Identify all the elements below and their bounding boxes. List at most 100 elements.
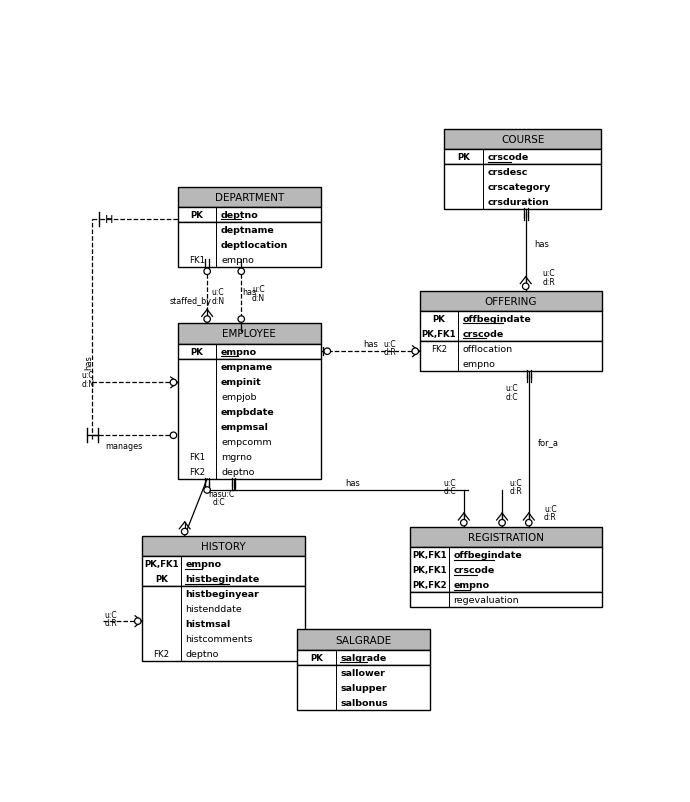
Text: PK,FK1: PK,FK1 [412, 565, 447, 575]
Text: d:C: d:C [213, 498, 225, 507]
Text: PK: PK [433, 314, 445, 323]
Text: FK2: FK2 [153, 650, 170, 658]
Text: u:C: u:C [105, 610, 117, 619]
Text: deptno: deptno [221, 211, 259, 220]
Text: offbegindate: offbegindate [453, 551, 522, 560]
Circle shape [412, 349, 419, 355]
Text: histcomments: histcomments [186, 634, 253, 643]
Text: REGISTRATION: REGISTRATION [468, 533, 544, 542]
Text: has: has [242, 287, 256, 297]
Circle shape [135, 618, 141, 625]
Text: salgrade: salgrade [340, 653, 386, 662]
Text: u:C: u:C [384, 339, 396, 349]
Bar [178, 359, 321, 480]
Text: d:N: d:N [252, 294, 265, 302]
Text: u:C: u:C [212, 288, 224, 297]
Text: manages: manages [106, 441, 143, 450]
Text: FK2: FK2 [431, 345, 447, 354]
Circle shape [204, 487, 210, 493]
Text: OFFERING: OFFERING [484, 297, 537, 306]
Text: PK,FK1: PK,FK1 [144, 560, 179, 569]
Circle shape [238, 269, 244, 275]
Text: deptno: deptno [221, 468, 255, 476]
Text: crscode: crscode [453, 565, 495, 575]
Circle shape [324, 349, 331, 355]
Text: empcomm: empcomm [221, 437, 272, 446]
Text: H: H [105, 214, 113, 225]
Text: empinit: empinit [221, 377, 262, 387]
Text: empno: empno [463, 359, 496, 369]
Text: u:C: u:C [252, 285, 264, 294]
Text: d:R: d:R [542, 277, 555, 286]
Circle shape [460, 520, 467, 526]
Text: empmsal: empmsal [221, 422, 269, 431]
Text: offlocation: offlocation [463, 345, 513, 354]
Text: PK,FK1: PK,FK1 [422, 330, 456, 338]
Bar [420, 311, 602, 342]
Text: d:N: d:N [211, 296, 224, 306]
Text: u:C: u:C [544, 504, 557, 513]
Text: FK1: FK1 [189, 452, 205, 461]
Text: deptno: deptno [186, 650, 219, 658]
Text: d:N: d:N [81, 379, 95, 388]
Text: has: has [363, 339, 377, 349]
Circle shape [181, 529, 188, 535]
Circle shape [170, 379, 177, 386]
Circle shape [526, 520, 532, 526]
Text: PK,FK1: PK,FK1 [412, 551, 447, 560]
Bar [142, 536, 305, 557]
Text: HISTORY: HISTORY [201, 541, 246, 551]
Text: deptlocation: deptlocation [221, 241, 288, 249]
Bar [142, 557, 305, 586]
Text: u:C: u:C [510, 478, 522, 487]
Text: crscode: crscode [463, 330, 504, 338]
Bar [178, 223, 321, 268]
Text: regevaluation: regevaluation [453, 596, 519, 605]
Bar [444, 150, 601, 165]
Text: empname: empname [221, 363, 273, 371]
Text: offbegindate: offbegindate [463, 314, 532, 323]
Text: PK: PK [310, 653, 323, 662]
Text: PK: PK [457, 153, 470, 162]
Text: hasu:C: hasu:C [208, 489, 234, 498]
Text: empno: empno [186, 560, 221, 569]
Text: u:C: u:C [505, 384, 518, 393]
Circle shape [499, 520, 505, 526]
Bar [142, 586, 305, 662]
Bar [178, 188, 321, 208]
Circle shape [238, 317, 244, 323]
Circle shape [170, 432, 177, 439]
Text: empbdate: empbdate [221, 407, 275, 416]
Text: PK: PK [155, 574, 168, 584]
Text: crsduration: crsduration [488, 198, 549, 207]
Text: d:C: d:C [505, 392, 518, 402]
Text: FK1: FK1 [189, 256, 205, 265]
Text: u:C: u:C [81, 371, 94, 379]
Text: d:R: d:R [105, 618, 117, 627]
Text: crscode: crscode [488, 153, 529, 162]
Text: mgrno: mgrno [221, 452, 252, 461]
Text: SALGRADE: SALGRADE [335, 634, 392, 645]
Text: has: has [346, 478, 360, 487]
Text: d:R: d:R [384, 348, 397, 357]
Text: crsdesc: crsdesc [488, 168, 528, 177]
Bar [444, 165, 601, 210]
Text: empno: empno [221, 256, 254, 265]
Text: deptname: deptname [221, 225, 275, 235]
Circle shape [204, 269, 210, 275]
Bar [297, 650, 431, 665]
Bar [297, 665, 431, 710]
Bar [410, 593, 602, 608]
Bar [297, 630, 431, 650]
Circle shape [204, 317, 210, 323]
Bar [178, 344, 321, 359]
Text: crscategory: crscategory [488, 183, 551, 192]
Text: empjob: empjob [221, 392, 257, 401]
Text: histmsal: histmsal [186, 619, 230, 629]
Text: u:C: u:C [542, 269, 555, 278]
Text: histbegindate: histbegindate [186, 574, 259, 584]
Circle shape [522, 284, 529, 290]
Bar [178, 208, 321, 223]
Text: has: has [84, 354, 93, 370]
Bar [420, 342, 602, 371]
